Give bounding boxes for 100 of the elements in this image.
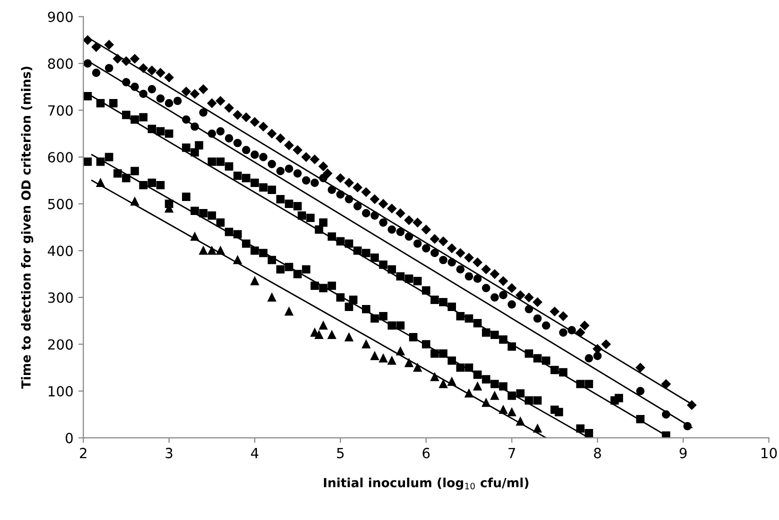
point (439, 256, 448, 264)
x-tick-label: 4 (250, 448, 258, 458)
point (584, 380, 594, 388)
point (182, 192, 190, 201)
point (388, 225, 396, 234)
point (554, 408, 564, 416)
point (284, 164, 294, 173)
y-tick-label: 200 (48, 339, 73, 350)
point (268, 293, 276, 302)
point (516, 389, 525, 398)
point (413, 276, 422, 286)
point (224, 162, 234, 171)
y-tick-label: 0 (66, 432, 73, 444)
y-tick-label: 900 (48, 12, 73, 22)
point (199, 246, 208, 255)
point (190, 206, 199, 216)
point (298, 211, 306, 220)
point (148, 85, 156, 94)
point (122, 174, 130, 182)
point (328, 282, 336, 290)
point (430, 248, 439, 258)
point (344, 239, 354, 248)
point (508, 300, 516, 309)
point (584, 354, 594, 362)
point (456, 265, 465, 274)
point (379, 354, 388, 362)
point (293, 169, 302, 178)
point (490, 293, 499, 302)
point (130, 166, 139, 176)
point (456, 363, 465, 372)
y-tick-label: 800 (48, 58, 73, 69)
point (164, 99, 174, 108)
point (268, 160, 276, 168)
point (310, 178, 319, 187)
point (362, 340, 370, 348)
point (388, 356, 396, 365)
point (199, 209, 208, 218)
point (113, 169, 122, 178)
point (259, 183, 268, 192)
point (276, 166, 285, 176)
point (83, 59, 92, 68)
point (388, 265, 396, 274)
point (508, 408, 516, 416)
point (190, 148, 199, 157)
point (349, 296, 358, 304)
x-tick-label: 8 (594, 448, 601, 458)
point (224, 134, 234, 142)
x-tick-label: 6 (422, 448, 430, 458)
point (379, 218, 388, 227)
point (473, 382, 482, 391)
point (284, 307, 294, 316)
point (396, 228, 405, 236)
y-tick-label: 300 (48, 292, 73, 303)
point (182, 144, 190, 152)
point (233, 138, 242, 148)
y-tick-label: 700 (48, 105, 73, 116)
point (208, 246, 216, 255)
x-tick-label: 2 (80, 448, 86, 458)
point (413, 363, 422, 372)
point (216, 158, 225, 166)
point (422, 244, 430, 252)
point (370, 253, 379, 262)
point (614, 394, 624, 402)
point (584, 428, 594, 438)
y-tick-label: 100 (48, 386, 73, 397)
point (328, 330, 336, 340)
point (328, 186, 336, 194)
point (344, 302, 354, 311)
point (250, 178, 259, 187)
point (148, 178, 156, 187)
point (396, 321, 405, 330)
point (482, 284, 490, 292)
x-axis-title: Initial inoculum (log$_{10}$ cfu/ml) (324, 478, 528, 490)
point (542, 321, 550, 330)
point (83, 92, 92, 100)
point (156, 180, 165, 190)
point (259, 152, 268, 162)
point (139, 113, 148, 122)
point (156, 127, 165, 136)
x-tick-label: 10 (762, 448, 777, 458)
point (233, 172, 242, 180)
y-tick-label: 600 (48, 152, 73, 163)
point (319, 321, 328, 330)
point (542, 356, 550, 365)
point (559, 328, 568, 337)
point (362, 209, 370, 218)
y-axis-title: Time to detction for given OD criterion (mins) (21, 66, 34, 389)
point (533, 424, 542, 433)
point (104, 152, 114, 162)
y-tick-label: 400 (48, 246, 73, 256)
point (413, 239, 422, 248)
point (499, 382, 508, 391)
point (306, 214, 315, 222)
point (533, 396, 542, 405)
point (430, 349, 439, 358)
point (276, 194, 285, 204)
point (314, 330, 324, 340)
y-tick-label: 500 (48, 198, 73, 210)
point (499, 290, 508, 300)
point (156, 94, 165, 103)
